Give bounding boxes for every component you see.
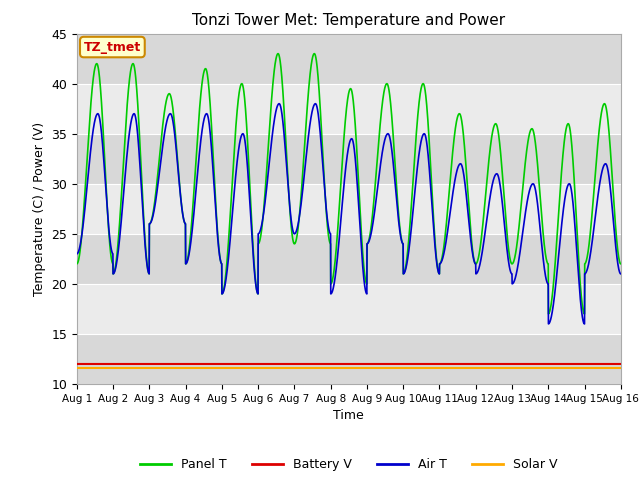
Bar (77, 184, 621, 234)
Battery V (617, 361, 625, 367)
Panel T (73, 261, 81, 267)
Battery V (305, 361, 313, 367)
Bar (77, 284, 621, 334)
Solar V (548, 365, 556, 371)
Line: Panel T: Panel T (77, 54, 621, 314)
Panel T (305, 81, 313, 86)
Panel T (282, 134, 289, 140)
Bar (77, 34, 621, 84)
Battery V (135, 361, 143, 367)
Battery V (73, 361, 81, 367)
Air T (135, 146, 143, 152)
Air T (73, 251, 81, 257)
Air T (548, 312, 556, 318)
Panel T (617, 261, 625, 267)
Air T (580, 321, 588, 327)
Solar V (73, 365, 81, 371)
Panel T (548, 298, 556, 303)
Air T (617, 271, 625, 277)
Legend: Panel T, Battery V, Air T, Solar V: Panel T, Battery V, Air T, Solar V (135, 453, 563, 476)
Panel T (607, 148, 614, 154)
Title: Tonzi Tower Met: Temperature and Power: Tonzi Tower Met: Temperature and Power (192, 13, 506, 28)
Text: TZ_tmet: TZ_tmet (84, 40, 141, 54)
Air T (607, 187, 614, 192)
Solar V (606, 365, 614, 371)
Air T (305, 127, 313, 133)
Solar V (282, 365, 289, 371)
Panel T (275, 51, 282, 57)
Line: Air T: Air T (77, 104, 621, 324)
Bar (77, 84, 621, 134)
Solar V (617, 365, 625, 371)
Y-axis label: Temperature (C) / Power (V): Temperature (C) / Power (V) (33, 122, 45, 296)
Solar V (167, 365, 175, 371)
Solar V (135, 365, 143, 371)
Solar V (305, 365, 313, 371)
Battery V (548, 361, 556, 367)
Battery V (282, 361, 289, 367)
Panel T (167, 95, 175, 101)
Panel T (135, 120, 143, 126)
Bar (77, 134, 621, 184)
Air T (275, 101, 283, 107)
Battery V (167, 361, 175, 367)
Bar (77, 234, 621, 284)
Bar (77, 334, 621, 384)
Air T (167, 111, 175, 117)
X-axis label: Time: Time (333, 409, 364, 422)
Panel T (580, 311, 588, 317)
Battery V (606, 361, 614, 367)
Air T (282, 150, 289, 156)
